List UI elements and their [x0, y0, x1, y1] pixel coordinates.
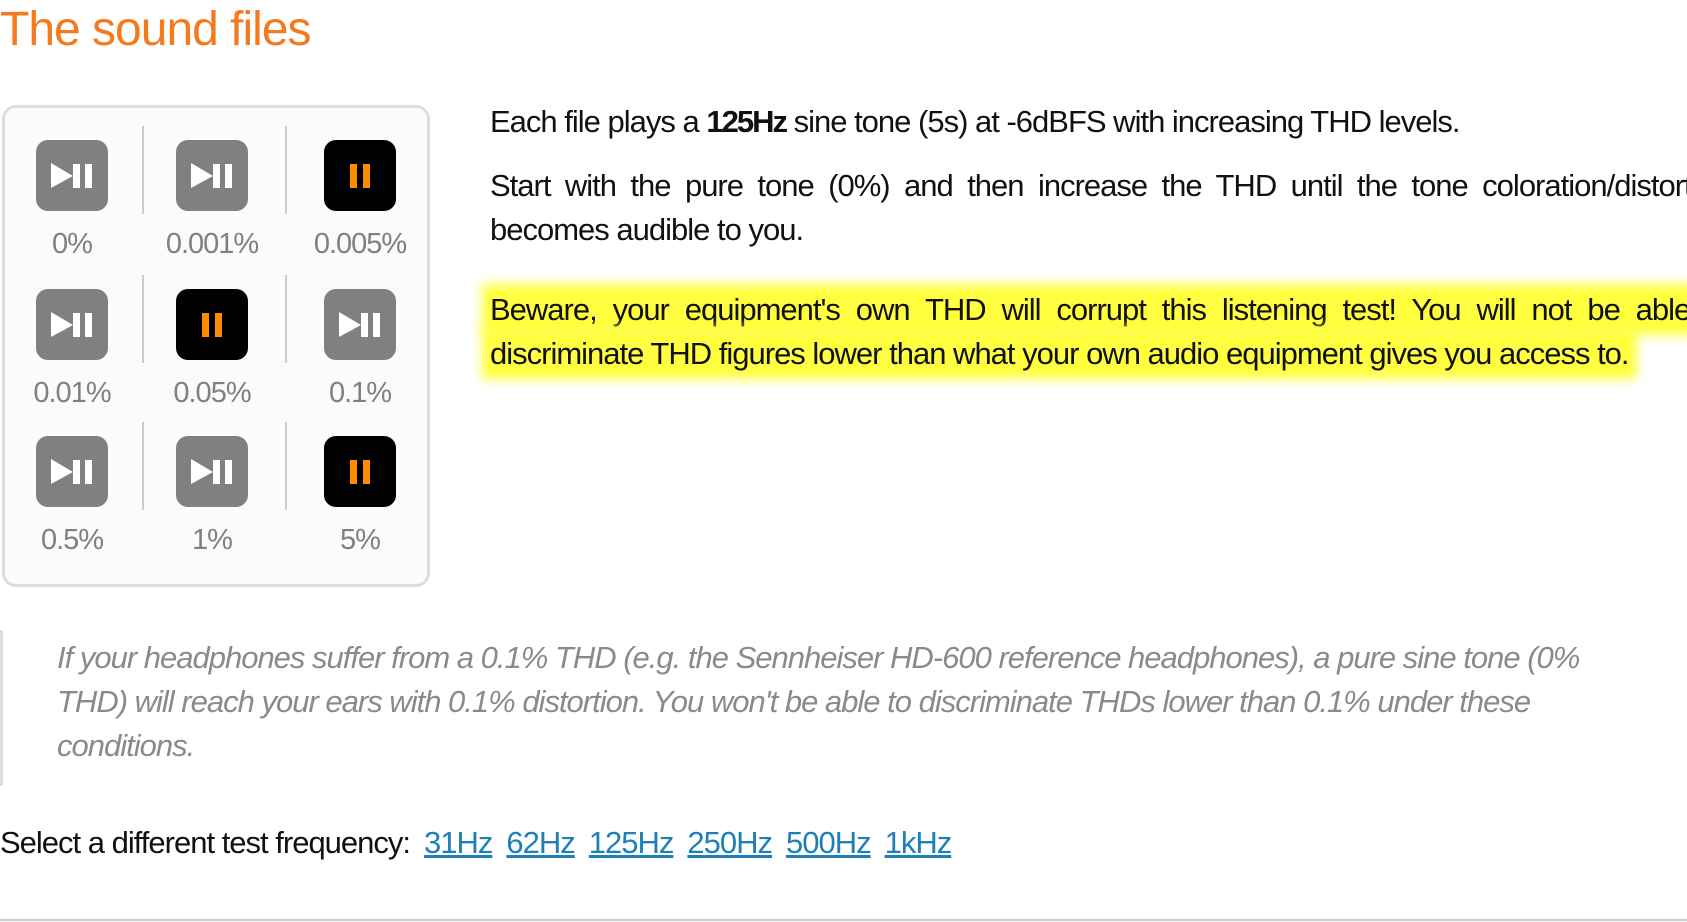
sound-player: 0.5% — [2, 406, 142, 556]
column-separator — [285, 275, 287, 363]
play-pause-button[interactable] — [324, 140, 396, 211]
sound-player: 0.005% — [290, 110, 430, 260]
column-separator — [285, 126, 287, 214]
play-pause-button[interactable] — [36, 436, 108, 507]
play-pause-button[interactable] — [324, 289, 396, 360]
frequency-link-500hz[interactable]: 500Hz — [786, 825, 872, 860]
note-blockquote: If your headphones suffer from a 0.1% TH… — [0, 630, 1580, 786]
pause-icon — [202, 313, 222, 337]
page-title: The sound files — [0, 3, 312, 56]
thd-level-label: 0.01% — [33, 377, 111, 409]
play-pause-icon — [51, 459, 92, 484]
play-pause-icon — [51, 163, 92, 188]
pause-icon — [350, 164, 370, 188]
play-pause-icon — [191, 163, 232, 188]
sound-player: 5% — [290, 406, 430, 556]
play-pause-button[interactable] — [176, 140, 248, 211]
thd-level-label: 0.5% — [40, 524, 104, 556]
sound-player: 0.1% — [290, 259, 430, 409]
frequency-link-31hz[interactable]: 31Hz — [424, 825, 493, 860]
description: Each file plays a 125Hz sine tone (5s) a… — [490, 100, 1687, 396]
warning-text: Beware, your equipment's own THD will co… — [490, 288, 1687, 376]
play-pause-button[interactable] — [176, 436, 248, 507]
pause-icon — [350, 460, 370, 484]
frequency-link-62hz[interactable]: 62Hz — [506, 825, 575, 860]
thd-level-label: 0.1% — [328, 377, 392, 409]
thd-level-label: 0.005% — [313, 228, 407, 260]
play-pause-button[interactable] — [176, 289, 248, 360]
sound-player: 0.01% — [2, 259, 142, 409]
column-separator — [142, 126, 144, 214]
play-pause-icon — [191, 459, 232, 484]
thd-level-label: 0.001% — [165, 228, 259, 260]
frequency-link-1khz[interactable]: 1kHz — [884, 825, 953, 860]
play-pause-button[interactable] — [36, 140, 108, 211]
thd-level-label: 0% — [52, 228, 93, 260]
divider — [0, 919, 1687, 921]
thd-level-label: 0.05% — [173, 377, 251, 409]
frequency-highlight: 125Hz — [706, 104, 788, 139]
column-separator — [142, 422, 144, 510]
sound-player: 0% — [2, 110, 142, 260]
sound-player: 0.001% — [142, 110, 282, 260]
sound-player: 0.05% — [142, 259, 282, 409]
thd-level-label: 5% — [340, 524, 381, 556]
thd-level-label: 1% — [192, 524, 233, 556]
play-pause-button[interactable] — [324, 436, 396, 507]
sound-player-grid: 0% 0.001% 0.005% 0.01% 0.05% 0.1% 0.5% 1% 5% — [2, 105, 430, 587]
column-separator — [285, 422, 287, 510]
description-instructions: Start with the pure tone (0%) and then i… — [490, 168, 1687, 247]
play-pause-icon — [339, 312, 380, 337]
frequency-selector: Select a different test frequency: 31Hz 62… — [0, 825, 953, 861]
description-intro: Each file plays a 125Hz sine tone (5s) a… — [490, 104, 1460, 139]
frequency-label: Select a different test frequency: — [0, 825, 411, 860]
play-pause-icon — [51, 312, 92, 337]
sound-player: 1% — [142, 406, 282, 556]
column-separator — [142, 275, 144, 363]
frequency-link-250hz[interactable]: 250Hz — [687, 825, 773, 860]
frequency-link-125hz[interactable]: 125Hz — [588, 825, 675, 860]
play-pause-button[interactable] — [36, 289, 108, 360]
